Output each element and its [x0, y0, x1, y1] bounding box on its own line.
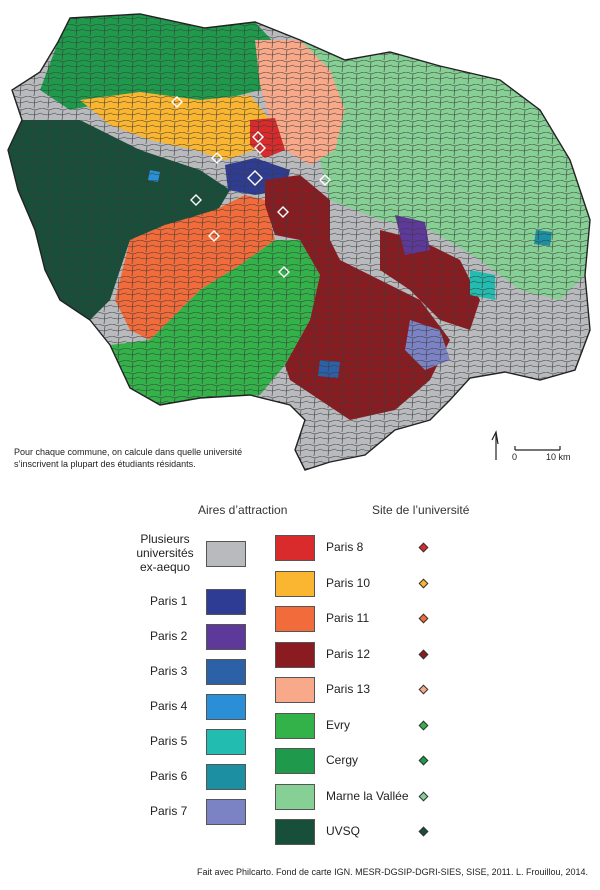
legend-site-marker-marne-la-vallée [418, 791, 429, 801]
legend-site-marker-paris-11 [418, 613, 429, 624]
legend-label-paris-7: Paris 7 [150, 804, 188, 818]
legend-swatch-paris-13 [275, 677, 315, 703]
legend-swatch-uvsq [275, 819, 315, 845]
legend-multi-line-1: Plusieurs [140, 532, 190, 546]
site-marker-paris10 [211, 152, 223, 164]
ile-de-france-map [7, 13, 591, 471]
site-marker-paris12 [277, 206, 289, 218]
legend-swatch-paris-3 [206, 659, 246, 685]
legend-label-paris-4: Paris 4 [150, 699, 188, 713]
legend-site-marker-evry [418, 720, 429, 730]
legend-site-marker-uvsq [418, 826, 429, 837]
legend-swatch-paris-1 [206, 589, 246, 615]
legend-label-paris-10: Paris 10 [326, 575, 371, 590]
legend-swatch-paris-2 [206, 624, 246, 650]
legend-site-marker-paris-10 [418, 578, 429, 588]
site-marker-cergy [171, 96, 183, 108]
legend-label-paris-12: Paris 12 [326, 646, 371, 661]
legend-swatch-cergy [275, 748, 315, 774]
legend-swatch-evry [275, 712, 315, 739]
legend-label-paris-11: Paris 11 [326, 611, 370, 625]
legend-multi-line-2: universités [136, 546, 194, 560]
legend-swatch-paris-10 [275, 570, 315, 597]
legend-multi-line-3: ex-aequo [139, 560, 191, 574]
legend-swatch-paris-5 [206, 729, 246, 755]
legend-header-areas: Aires d’attraction [198, 503, 288, 517]
commune-boundaries [8, 14, 590, 470]
legend-header-sites: Site de l’université [372, 503, 470, 517]
legend-swatch-paris-8 [275, 535, 315, 561]
site-marker-paris1 [247, 170, 263, 186]
legend-label-evry: Evry [326, 717, 350, 732]
source-credit: Fait avec Philcarto. Fond de carte IGN. … [197, 867, 588, 877]
legend-swatch-marne-la-vallée [275, 783, 315, 810]
north-arrow-icon [491, 430, 561, 460]
scale-end: 10 km [546, 452, 571, 462]
legend-label-plusieurs: Plusieurs universités ex-aequo [130, 532, 200, 574]
legend-label-paris-5: Paris 5 [150, 734, 188, 748]
legend-label-paris-3: Paris 3 [150, 664, 188, 678]
site-marker-evry [278, 266, 290, 278]
legend-swatch-paris-6 [206, 764, 246, 790]
scale-bar: 0 10 km [488, 430, 588, 470]
legend-swatch-paris-12 [275, 641, 315, 668]
legend-swatch-plusieurs [206, 541, 246, 567]
legend-swatch-paris-11 [275, 606, 315, 632]
site-marker-paris13 [252, 131, 264, 143]
site-marker-marne [319, 174, 331, 186]
legend-swatch-paris-7 [206, 799, 246, 825]
legend-label-marne-la-vallée: Marne la Vallée [326, 788, 409, 803]
legend-site-marker-paris-12 [418, 649, 429, 659]
legend-label-paris-1: Paris 1 [150, 594, 188, 608]
legend-label-paris-2: Paris 2 [150, 629, 188, 643]
legend-site-marker-paris-13 [418, 684, 429, 695]
legend-site-marker-paris-8 [418, 542, 429, 553]
site-marker-paris8 [254, 142, 266, 154]
legend-label-cergy: Cergy [326, 753, 359, 767]
scale-start: 0 [512, 452, 518, 462]
legend-swatch-paris-4 [206, 694, 246, 720]
site-marker-uvsq [190, 194, 202, 206]
legend-label-uvsq: UVSQ [326, 824, 361, 838]
region-outline [7, 13, 591, 471]
legend-label-paris-8: Paris 8 [326, 540, 364, 554]
legend-label-paris-13: Paris 13 [326, 682, 371, 696]
site-marker-paris11 [208, 230, 220, 242]
legend-site-marker-cergy [418, 755, 429, 766]
legend-label-paris-6: Paris 6 [150, 769, 188, 783]
map-note: Pour chaque commune, on calcule dans que… [14, 447, 243, 469]
